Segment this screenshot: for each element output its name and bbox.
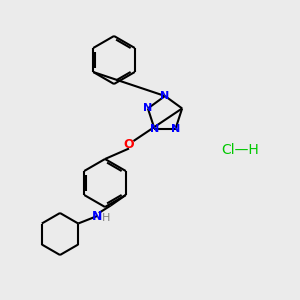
Text: H: H — [101, 213, 110, 224]
Text: N: N — [171, 124, 180, 134]
Text: N: N — [92, 209, 103, 223]
Text: N: N — [143, 103, 152, 113]
Text: N: N — [150, 124, 159, 134]
Text: Cl—H: Cl—H — [221, 143, 259, 157]
Text: O: O — [124, 137, 134, 151]
Text: N: N — [160, 91, 169, 101]
